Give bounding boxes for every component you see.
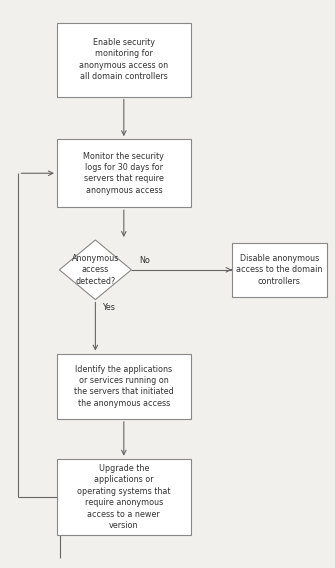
FancyBboxPatch shape <box>232 243 327 296</box>
Text: Identify the applications
or services running on
the servers that initiated
the : Identify the applications or services ru… <box>74 365 174 408</box>
FancyBboxPatch shape <box>57 353 191 419</box>
FancyBboxPatch shape <box>57 23 191 97</box>
Text: Enable security
monitoring for
anonymous access on
all domain controllers: Enable security monitoring for anonymous… <box>79 38 169 81</box>
Text: Anonymous
access
detected?: Anonymous access detected? <box>72 254 119 286</box>
FancyBboxPatch shape <box>57 459 191 535</box>
Polygon shape <box>59 240 131 300</box>
Text: Disable anonymous
access to the domain
controllers: Disable anonymous access to the domain c… <box>236 254 323 286</box>
Text: Upgrade the
applications or
operating systems that
require anonymous
access to a: Upgrade the applications or operating sy… <box>77 464 171 530</box>
FancyBboxPatch shape <box>57 139 191 207</box>
Text: No: No <box>140 256 151 265</box>
Text: Monitor the security
logs for 30 days for
servers that require
anonymous access: Monitor the security logs for 30 days fo… <box>83 152 164 195</box>
Text: Yes: Yes <box>102 303 115 312</box>
